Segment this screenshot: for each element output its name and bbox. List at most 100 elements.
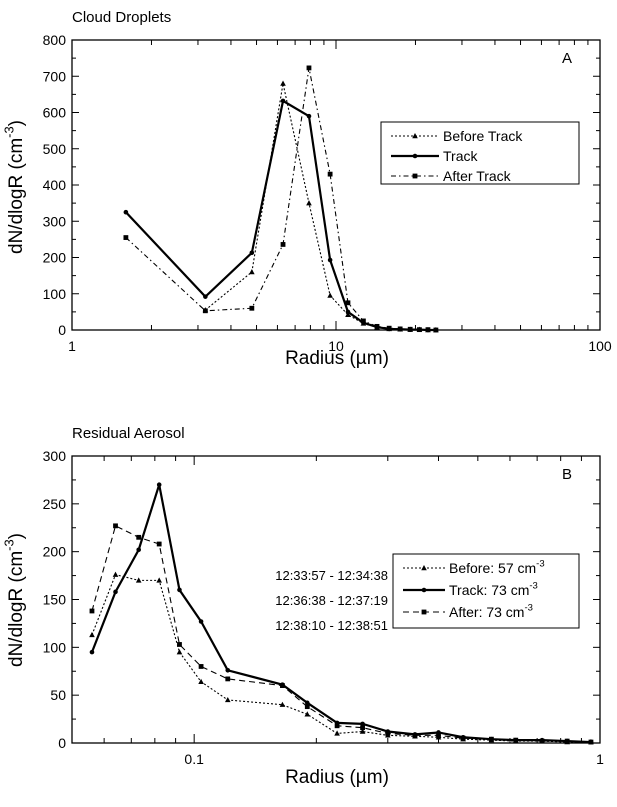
data-point xyxy=(417,327,422,333)
data-point xyxy=(436,732,441,738)
data-point xyxy=(304,704,310,710)
data-point xyxy=(513,737,519,743)
data-point xyxy=(433,327,439,333)
series-line xyxy=(91,525,591,743)
data-point xyxy=(327,292,333,298)
data-point xyxy=(136,547,141,553)
data-point xyxy=(360,721,365,727)
chart-title: Residual Aerosol xyxy=(72,425,185,442)
data-point xyxy=(334,730,340,736)
data-point xyxy=(359,728,366,734)
data-point xyxy=(397,326,403,332)
y-tick-label: 150 xyxy=(43,592,67,608)
x-tick-label: 1 xyxy=(68,338,76,354)
y-tick-label: 700 xyxy=(43,68,67,84)
data-point xyxy=(224,696,231,703)
y-tick-label: 50 xyxy=(50,687,66,703)
y-tick-label: 100 xyxy=(43,639,67,655)
chart-title: Cloud Droplets xyxy=(72,9,171,26)
data-point xyxy=(89,608,95,614)
chart-panel-a: Cloud Droplets A 0 100 200 300 400 500 600 700 800… xyxy=(1,9,611,369)
data-point xyxy=(564,738,570,744)
data-point xyxy=(304,711,311,717)
y-tick-label: 600 xyxy=(43,105,67,121)
y-tick-label: 500 xyxy=(43,141,67,157)
y-tick-label: 250 xyxy=(43,496,67,512)
data-point xyxy=(304,700,310,706)
y-tick-label: 100 xyxy=(43,286,67,302)
data-point xyxy=(89,649,95,655)
y-axis-label: dN/dlogR (cm-3) xyxy=(1,120,27,254)
panel-label: B xyxy=(562,466,572,483)
data-point xyxy=(306,65,312,71)
data-point xyxy=(156,541,162,547)
data-point xyxy=(156,577,162,583)
data-point xyxy=(306,200,312,206)
series-dashdot xyxy=(123,65,439,333)
legend-label: Track: 73 cm-3 xyxy=(449,581,538,598)
data-point xyxy=(89,631,95,638)
data-point xyxy=(460,735,466,741)
y-tick-label: 0 xyxy=(58,322,66,338)
data-point xyxy=(539,738,545,744)
y-tick-label: 200 xyxy=(43,544,67,560)
data-point xyxy=(249,250,255,256)
y-tick-label: 200 xyxy=(43,250,67,266)
legend-marker xyxy=(421,587,427,593)
data-point xyxy=(203,294,208,299)
data-point xyxy=(306,113,312,119)
x-tick-label: 0.1 xyxy=(184,751,204,767)
data-point xyxy=(345,311,351,317)
data-point xyxy=(136,534,142,540)
data-point xyxy=(176,649,183,655)
data-point xyxy=(198,678,204,684)
data-point xyxy=(386,325,392,331)
y-tick-label: 300 xyxy=(43,448,67,464)
data-point xyxy=(112,571,119,577)
y-axis-label: dN/dlogR (cm-3) xyxy=(1,533,27,667)
data-point xyxy=(198,664,204,669)
time-range-annotation: 12:33:57 - 12:34:38 xyxy=(275,568,388,583)
data-point xyxy=(588,739,594,745)
data-point xyxy=(374,323,380,329)
y-tick-label: 800 xyxy=(43,32,67,48)
legend-marker xyxy=(412,153,418,159)
legend-label: Track xyxy=(443,148,478,164)
data-point xyxy=(345,300,351,306)
legend-label: After: 73 cm-3 xyxy=(449,603,533,620)
data-point xyxy=(225,667,231,673)
series-line xyxy=(205,83,436,331)
series-dashed xyxy=(89,523,594,745)
data-point xyxy=(280,242,286,247)
legend-label: After Track xyxy=(443,168,512,184)
data-point xyxy=(177,587,182,593)
legend: Before Track Track After Track xyxy=(380,121,580,185)
data-point xyxy=(385,731,391,736)
data-point xyxy=(113,523,118,529)
legend-label: Before Track xyxy=(443,128,523,144)
y-tick-label: 0 xyxy=(58,735,66,751)
y-tick-label: 300 xyxy=(43,213,67,229)
time-range-annotation: 12:38:10 - 12:38:51 xyxy=(275,618,388,633)
data-point xyxy=(279,701,286,707)
data-point xyxy=(156,482,162,488)
data-point xyxy=(177,642,182,647)
x-axis-label: Radius (µm) xyxy=(285,767,389,788)
data-point xyxy=(327,171,333,177)
data-point xyxy=(198,619,204,624)
data-point xyxy=(280,80,286,86)
panel-label: A xyxy=(562,50,572,67)
data-point xyxy=(135,577,142,583)
series-dotted xyxy=(202,80,439,333)
x-axis-label: Radius (µm) xyxy=(285,348,389,369)
x-tick-label: 1 xyxy=(596,751,604,767)
data-point xyxy=(249,305,255,311)
data-point xyxy=(334,723,340,729)
chart-panel-b: Residual Aerosol B 0 50 100 150 200 250 300 0.1 1 R… xyxy=(1,425,604,788)
data-point xyxy=(327,257,333,263)
data-point xyxy=(407,326,413,332)
data-point xyxy=(123,209,129,215)
data-point xyxy=(345,309,351,315)
x-tick-label: 10 xyxy=(328,338,344,354)
